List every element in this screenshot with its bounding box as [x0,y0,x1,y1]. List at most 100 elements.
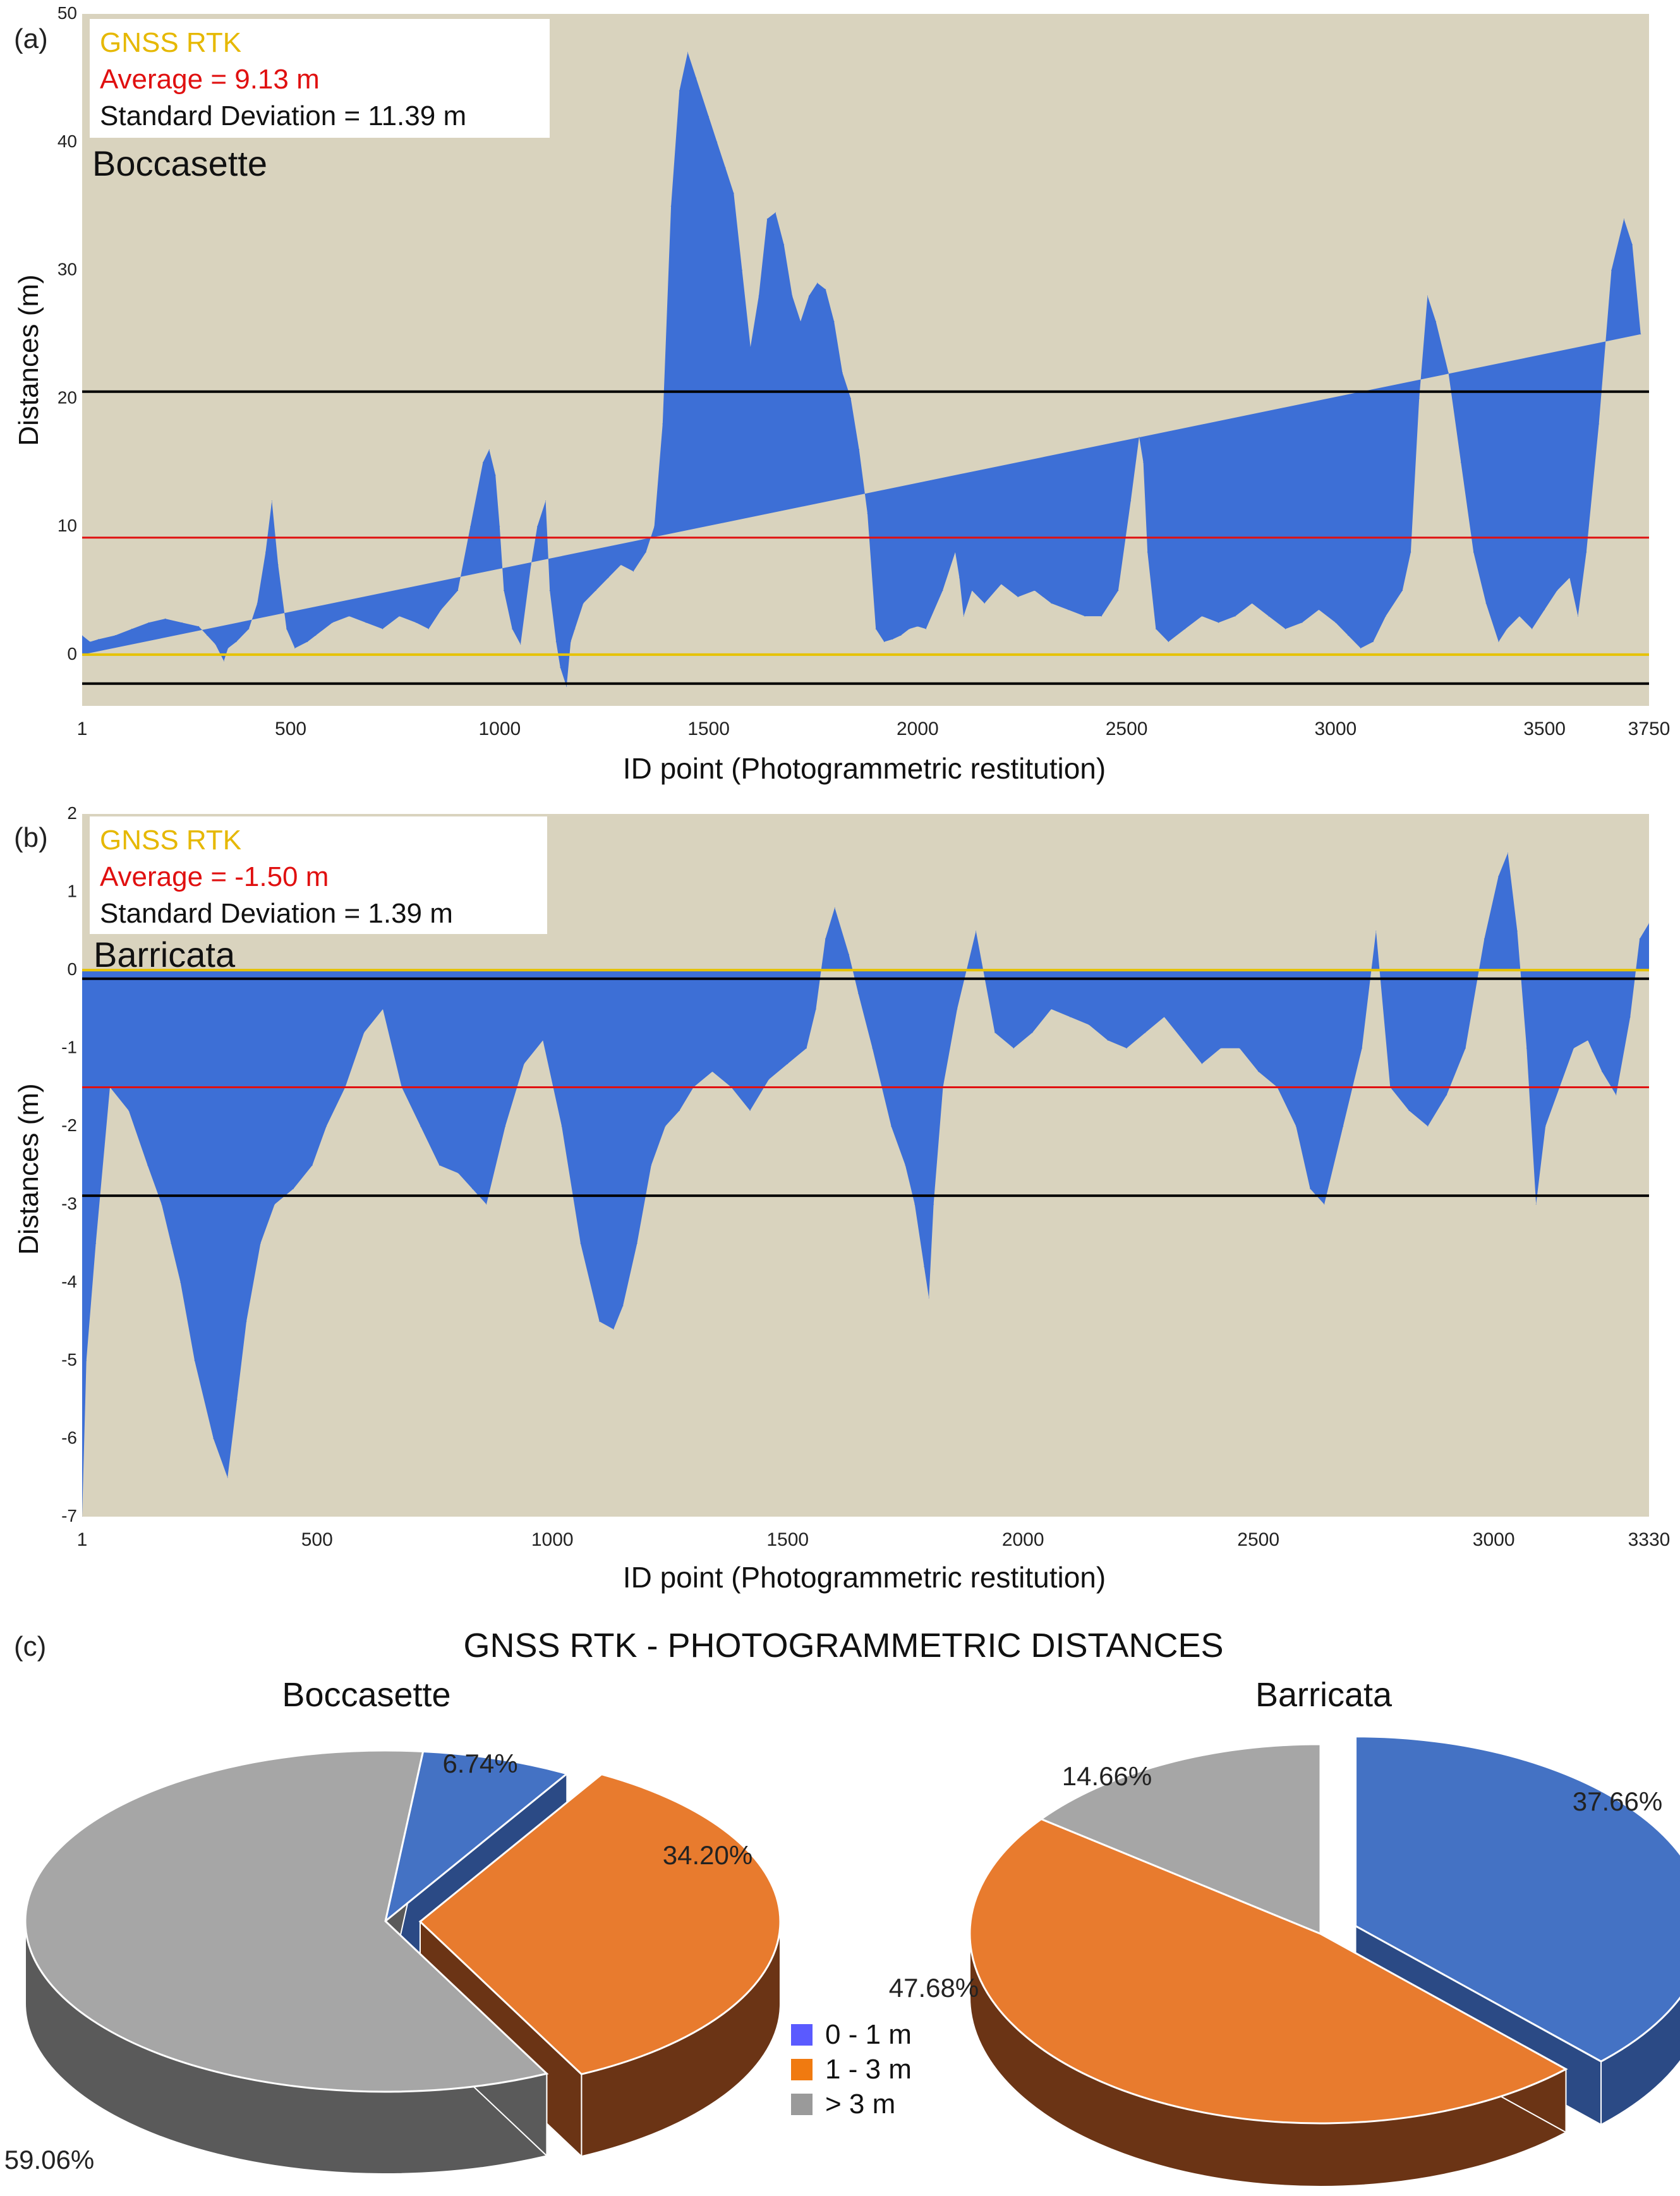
chart-b-point [712,1071,713,1072]
chart-a-xtick-label: 3750 [1628,719,1671,739]
chart-b-xtick-label: 2000 [1002,1529,1044,1550]
chart-a-point [883,641,885,643]
chart-a-point [82,635,83,636]
chart-b-point [227,1477,228,1478]
chart-a-xtick-label: 1500 [687,719,730,739]
chart-a-point [1598,423,1600,425]
pie-barricata-title: Barricata [1255,1676,1393,1714]
pie-barricata: 37.66% 47.68% 14.66% [889,1735,1680,2187]
chart-b-point [768,1079,770,1080]
chart-a-point [315,635,317,636]
pie-1-slice-2 [1039,1743,1322,1936]
chart-a-xtick-label: 1 [77,719,88,739]
chart-b-ytick-label: -4 [61,1271,77,1291]
chart-a-point [1435,321,1437,322]
chart-b-xtick-label: 3000 [1473,1529,1515,1550]
chart-a-point [984,603,985,604]
pie-0-value-label: 6.74% [442,1749,517,1778]
chart-a-point [236,641,237,643]
chart-a-xtick-label: 3000 [1314,719,1357,739]
chart-a-ytick-label: 20 [57,387,77,407]
chart-b-point [128,1110,130,1111]
chart-a-point [917,626,918,627]
chart-b-legend-gnss: GNSS RTK [100,825,241,856]
chart-b-point [636,1243,638,1244]
chart-b-point [858,993,859,994]
chart-a-point [1051,603,1052,604]
chart-b-xtick-label: 3330 [1628,1529,1671,1550]
chart-a-ytick-label: 50 [57,3,77,23]
pie-1-value-label: 47.68% [889,1973,979,2003]
pie-1-value-label: 37.66% [1573,1787,1662,1816]
chart-b-point [1427,1125,1429,1127]
legend-swatch-0-1m [791,2024,813,2046]
chart-a-ytick-label: 0 [67,644,77,664]
chart-a-xtick-label: 2500 [1106,719,1148,739]
chart-b-ytick-label: -3 [61,1194,77,1213]
pie-0-value-label: 59.06% [4,2145,94,2175]
chart-b-ylabel: Distances (m) [13,1083,44,1254]
chart-b-ytick-label: 1 [67,882,77,901]
chart-a-point [620,564,622,566]
chart-a-point [520,644,521,645]
chart-a-xtick-label: 2000 [897,719,939,739]
chart-b-x-ticks: 1 500 1000 1500 2000 2500 3000 3330 [77,1529,1671,1550]
chart-a-point [1235,616,1236,617]
chart-b-point [665,1125,666,1127]
chart-a-point [867,513,868,514]
pie-boccasette: 6.74% 34.20% 59.06% [4,1749,782,2175]
chart-b-area-fill [82,852,1649,1517]
chart-a-point [1448,372,1449,373]
chart-b-point [599,1321,600,1322]
chart-b-point [457,1172,459,1174]
chart-a-point [1402,590,1403,591]
chart-b-point [825,938,826,940]
chart-a-point [817,282,818,284]
chart-a-point [654,526,655,527]
chart-a-point [277,564,279,566]
chart-a-point [98,639,99,640]
chart-a-point [307,641,308,643]
chart-b-point [679,1110,680,1111]
chart-a-ylabel: Distances (m) [13,274,44,446]
chart-a-point [499,526,500,527]
chart-a-legend-gnss: GNSS RTK [100,27,241,58]
chart-a-ytick-label: 40 [57,131,77,151]
chart-b-xtick-label: 1500 [766,1529,809,1550]
chart-b-legend-average: Average = -1.50 m [100,861,329,892]
chart-b-point [1498,876,1499,877]
chart-a-point [1101,616,1102,617]
chart-a-point [495,475,496,476]
chart-b-point [95,1243,97,1244]
chart-a-point [662,423,663,425]
chart-a-point [725,167,726,168]
pie-boccasette-title: Boccasette [282,1676,450,1714]
chart-b-xtick-label: 500 [301,1529,333,1550]
chart-a-point [1418,397,1420,399]
chart-b-point [1484,938,1485,940]
chart-a-point [536,526,538,527]
chart-a-point [566,686,567,688]
chart-b-point [420,1125,421,1127]
chart-a-xtick-label: 3500 [1523,719,1566,739]
chart-a-point [833,321,835,322]
chart-a-point [1485,603,1487,604]
pie-legend: 0 - 1 m 1 - 3 m > 3 m [791,2019,912,2120]
pie-1-slice-1 [969,1817,1568,2125]
chart-b-site-name: Barricata [94,935,236,974]
chart-a-point [555,641,557,643]
panel-label-c: (c) [14,1631,46,1662]
legend-label-0-1m: 0 - 1 m [825,2019,912,2050]
chart-a-area-fill [82,52,1641,687]
pie-1-slice-0 [1355,1735,1680,2063]
chart-a-point [708,116,710,117]
chart-a-point [181,622,183,623]
chart-a-point [1143,462,1144,463]
chart-a-point [440,609,442,610]
chart-b-point [246,1321,247,1322]
chart-a-point [900,635,902,636]
chart-a-point [750,346,751,348]
chart-a-point [670,205,672,207]
chart-b-ytick-label: -5 [61,1350,77,1369]
